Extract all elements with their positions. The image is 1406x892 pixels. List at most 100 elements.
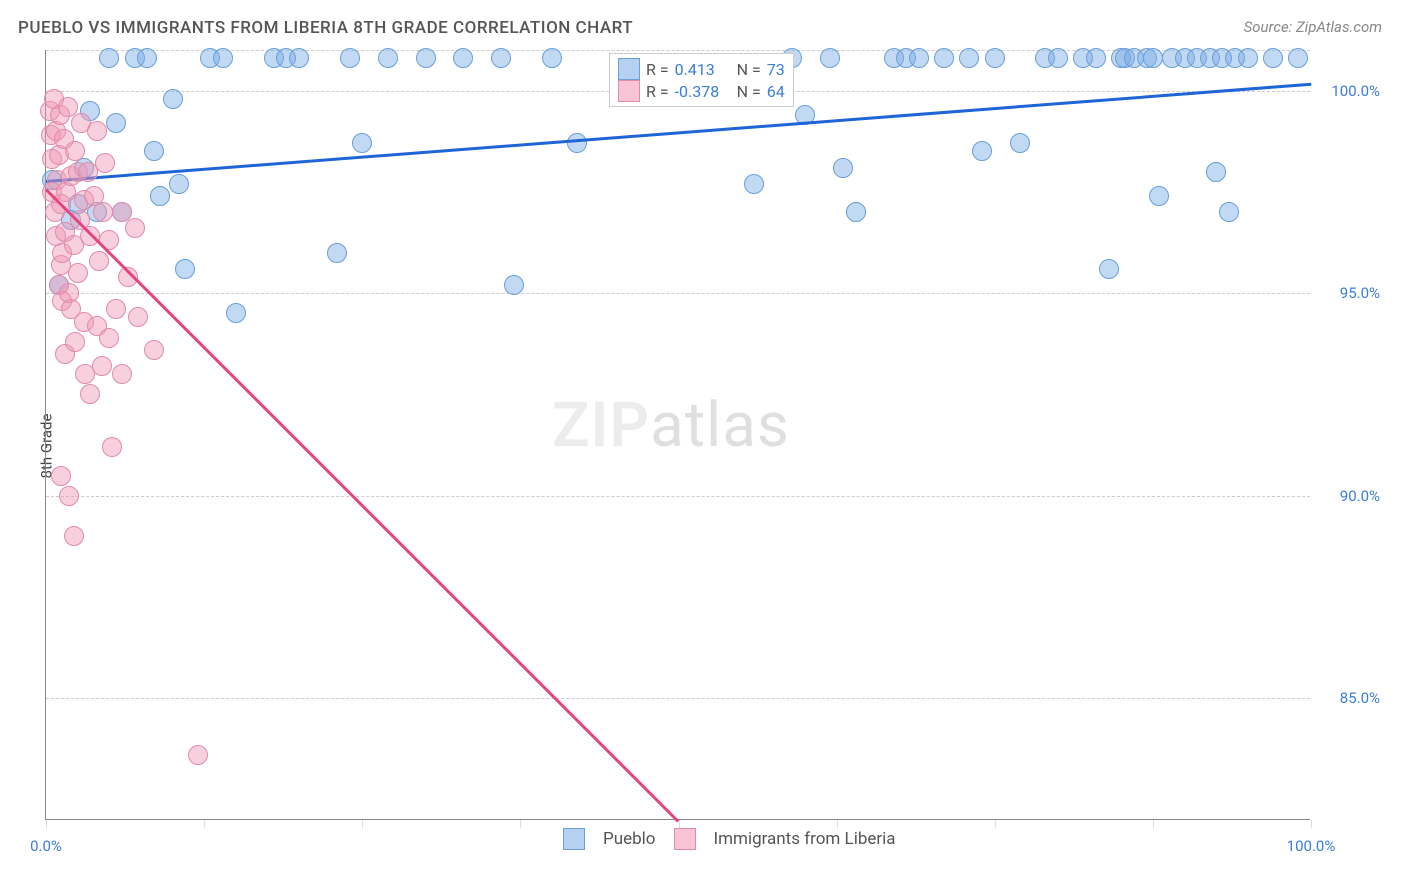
data-point-pueblo (289, 48, 309, 68)
data-point-pueblo (1010, 133, 1030, 153)
chart-title: PUEBLO VS IMMIGRANTS FROM LIBERIA 8TH GR… (18, 18, 633, 38)
data-point-pueblo (1149, 186, 1169, 206)
data-point-pueblo (744, 174, 764, 194)
series-legend: Pueblo Immigrants from Liberia (563, 828, 896, 850)
data-point-pueblo (1238, 48, 1258, 68)
x-tick (1311, 820, 1312, 828)
data-point-liberia (128, 307, 148, 327)
data-point-pueblo (833, 158, 853, 178)
data-point-pueblo (567, 133, 587, 153)
data-point-liberia (64, 526, 84, 546)
x-tick (995, 820, 996, 828)
data-point-pueblo (1288, 48, 1308, 68)
data-point-pueblo (1263, 48, 1283, 68)
data-point-liberia (87, 121, 107, 141)
data-point-pueblo (226, 303, 246, 323)
data-point-pueblo (1143, 48, 1163, 68)
data-point-liberia (144, 340, 164, 360)
legend-row: R = -0.378 N = 64 (618, 80, 785, 102)
data-point-pueblo (137, 48, 157, 68)
data-point-liberia (68, 263, 88, 283)
source-name: ZipAtlas.com (1296, 18, 1382, 36)
data-point-pueblo (352, 133, 372, 153)
legend-row: R = 0.413 N = 73 (618, 58, 785, 80)
legend-swatch (618, 58, 640, 80)
data-point-pueblo (985, 48, 1005, 68)
n-label: N = (737, 60, 761, 79)
y-tick-label: 85.0% (1320, 689, 1380, 707)
data-point-pueblo (340, 48, 360, 68)
data-point-pueblo (846, 202, 866, 222)
legend-label: Pueblo (603, 829, 656, 849)
data-point-liberia (51, 466, 71, 486)
data-point-pueblo (542, 48, 562, 68)
n-value: 64 (767, 82, 785, 101)
n-label: N = (737, 82, 761, 101)
legend-label: Immigrants from Liberia (714, 829, 896, 849)
data-point-pueblo (99, 48, 119, 68)
x-tick-label: 100.0% (1287, 837, 1336, 855)
data-point-liberia (106, 299, 126, 319)
scatter-chart: ZIPatlas 85.0%90.0%95.0%100.0%0.0%100.0%… (45, 50, 1310, 820)
x-tick (1153, 820, 1154, 828)
y-tick-label: 95.0% (1320, 284, 1380, 302)
data-point-pueblo (972, 141, 992, 161)
x-tick (520, 820, 521, 828)
data-point-pueblo (909, 48, 929, 68)
r-value: 0.413 (675, 60, 731, 79)
n-value: 73 (767, 60, 785, 79)
data-point-liberia (58, 97, 78, 117)
data-point-liberia (80, 384, 100, 404)
source-attribution: Source: ZipAtlas.com (1244, 18, 1382, 36)
data-point-liberia (59, 486, 79, 506)
data-point-pueblo (213, 48, 233, 68)
x-tick (204, 820, 205, 828)
data-point-pueblo (959, 48, 979, 68)
r-label: R = (646, 82, 669, 101)
data-point-pueblo (1219, 202, 1239, 222)
correlation-legend: R = 0.413 N = 73 R = -0.378 N = 64 (609, 53, 794, 107)
data-point-liberia (65, 332, 85, 352)
data-point-pueblo (327, 243, 347, 263)
legend-swatch (674, 828, 696, 850)
data-point-pueblo (144, 141, 164, 161)
data-point-pueblo (169, 174, 189, 194)
data-point-pueblo (1048, 48, 1068, 68)
gridline-h (46, 698, 1310, 699)
source-label: Source: (1244, 18, 1293, 36)
data-point-liberia (125, 218, 145, 238)
y-tick-label: 90.0% (1320, 487, 1380, 505)
legend-swatch (563, 828, 585, 850)
data-point-liberia (65, 141, 85, 161)
data-point-liberia (89, 251, 109, 271)
x-tick (837, 820, 838, 828)
legend-swatch (618, 80, 640, 102)
x-tick-label: 0.0% (30, 837, 62, 855)
data-point-pueblo (1206, 162, 1226, 182)
x-tick (46, 820, 47, 828)
watermark: ZIPatlas (552, 389, 790, 462)
r-label: R = (646, 60, 669, 79)
watermark-zip: ZIP (552, 389, 650, 462)
data-point-pueblo (820, 48, 840, 68)
data-point-pueblo (491, 48, 511, 68)
data-point-pueblo (453, 48, 473, 68)
data-point-pueblo (163, 89, 183, 109)
data-point-liberia (99, 328, 119, 348)
data-point-pueblo (416, 48, 436, 68)
data-point-pueblo (1099, 259, 1119, 279)
data-point-pueblo (378, 48, 398, 68)
data-point-liberia (92, 356, 112, 376)
data-point-pueblo (1086, 48, 1106, 68)
data-point-liberia (102, 437, 122, 457)
trendline-liberia (45, 188, 680, 822)
data-point-liberia (95, 153, 115, 173)
y-tick-label: 100.0% (1320, 82, 1380, 100)
data-point-pueblo (150, 186, 170, 206)
data-point-liberia (93, 202, 113, 222)
data-point-pueblo (934, 48, 954, 68)
r-value: -0.378 (675, 82, 731, 101)
data-point-liberia (188, 745, 208, 765)
data-point-pueblo (175, 259, 195, 279)
data-point-pueblo (106, 113, 126, 133)
